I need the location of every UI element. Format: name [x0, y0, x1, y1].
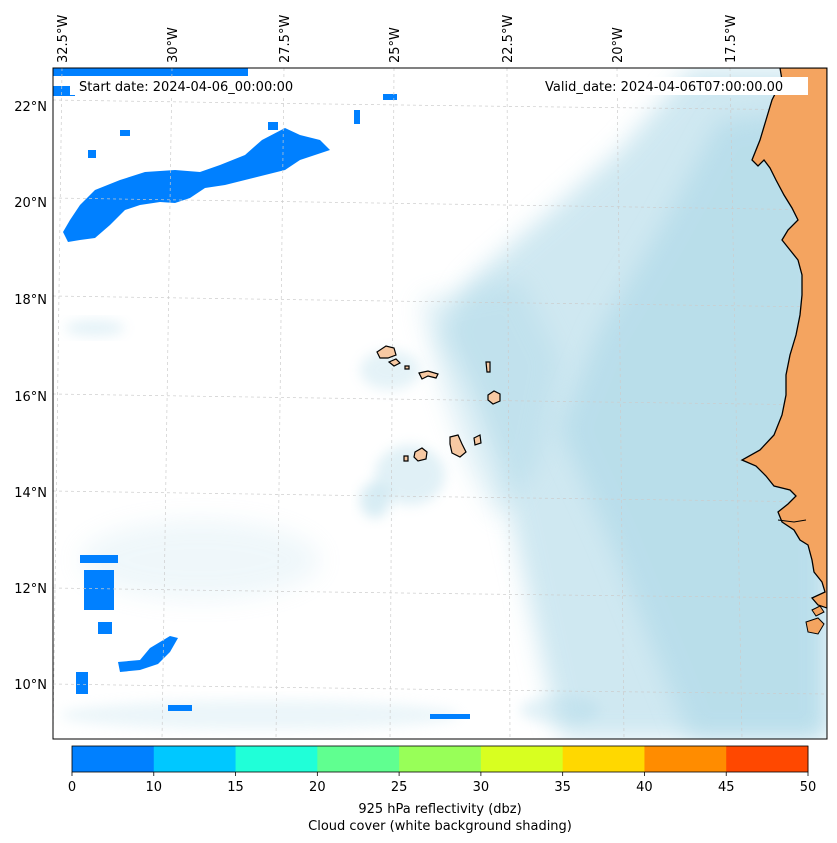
- colorbar-tick-label: 35: [554, 780, 571, 795]
- colorbar-tick-label: 45: [718, 780, 735, 795]
- lon-label-17-5w: 17.5°W: [724, 15, 739, 63]
- header-info: Start date: 2024-04-06_00:00:00 Valid_da…: [70, 77, 808, 95]
- lat-label-14n: 14°N: [14, 486, 47, 501]
- map-panel: [52, 67, 828, 740]
- colorbar-label-line2: Cloud cover (white background shading): [308, 819, 572, 834]
- colorbar-tick-label: 20: [309, 780, 326, 795]
- valid-date-text: Valid_date: 2024-04-06T07:00:00.00: [545, 80, 783, 95]
- island-santiago: [449, 434, 467, 458]
- colorbar: 0 10 15 20 25 30 35 40 45 50 925 hPa reflectivity…: [68, 745, 816, 834]
- colorbar-tick-label: 30: [473, 780, 490, 795]
- lat-label-22n: 22°N: [14, 100, 47, 115]
- reflectivity-sw-5: [118, 636, 178, 672]
- africa-coast-islet: [811, 605, 825, 617]
- colorbar-tick-label: 10: [146, 780, 163, 795]
- colorbar-tick-label: 25: [391, 780, 408, 795]
- cloud-cover-shading: [60, 68, 827, 739]
- cloud-patch-south: [60, 700, 460, 730]
- colorbar-tick-label: 40: [636, 780, 653, 795]
- cloud-patch-southwest: [80, 520, 320, 600]
- cloud-patch-south-1: [360, 482, 390, 518]
- reflectivity-sw-4: [76, 672, 88, 694]
- island-boa-vista: [487, 390, 501, 405]
- reflectivity-cell-2: [88, 150, 96, 158]
- island-santo-antao: [376, 345, 397, 359]
- valid-date-box: [538, 77, 808, 95]
- colorbar-border: [71, 745, 809, 773]
- cloud-patch-islands: [375, 445, 445, 505]
- reflectivity-top-left: [53, 68, 248, 76]
- reflectivity-cell-4: [120, 130, 130, 136]
- map-frame-border: [52, 67, 828, 740]
- island-maio: [473, 434, 482, 446]
- lat-label-10n: 10°N: [14, 678, 47, 693]
- lat-label-20n: 20°N: [14, 196, 47, 211]
- colorbar-swatch-2: [235, 746, 318, 772]
- reflectivity-field: [53, 68, 470, 719]
- start-date-box: [70, 77, 315, 95]
- reflectivity-band-north: [63, 128, 330, 242]
- colorbar-swatch-3: [317, 746, 400, 772]
- start-date-text: Start date: 2024-04-06_00:00:00: [79, 80, 293, 95]
- lon-label-25w: 25°W: [388, 27, 403, 63]
- africa-coast-inner-lake: [777, 519, 807, 523]
- cape-verde-islands: [376, 345, 501, 462]
- cloud-patch-north-islands: [360, 350, 420, 390]
- colorbar-swatch-5: [480, 746, 564, 772]
- cloud-band-east-core: [560, 110, 827, 739]
- reflectivity-sw-6: [168, 705, 192, 711]
- island-fogo: [413, 447, 428, 462]
- lon-label-22-5w: 22.5°W: [501, 15, 516, 63]
- lon-label-30w: 30°W: [166, 27, 181, 63]
- island-brava: [403, 455, 409, 462]
- lat-label-18n: 18°N: [14, 293, 47, 308]
- colorbar-swatch-4: [399, 746, 482, 772]
- reflectivity-sw-1: [80, 555, 118, 563]
- colorbar-swatches: [72, 746, 809, 772]
- colorbar-swatch-6: [562, 746, 645, 772]
- colorbar-label-line1: 925 hPa reflectivity (dbz): [358, 802, 521, 817]
- longitude-labels: 32.5°W 30°W 27.5°W 25°W 22.5°W 20°W 17.5…: [56, 15, 739, 63]
- reflectivity-top-left-2: [53, 86, 75, 96]
- colorbar-swatch-1: [153, 746, 237, 772]
- reflectivity-cell-3: [354, 110, 360, 124]
- lon-label-32-5w: 32.5°W: [56, 15, 71, 63]
- island-sao-nicolau: [418, 370, 439, 380]
- lon-label-20w: 20°W: [611, 27, 626, 63]
- lon-label-27-5w: 27.5°W: [278, 15, 293, 63]
- graticule: [53, 68, 827, 739]
- island-santa-luzia: [404, 365, 410, 370]
- colorbar-swatch-0: [72, 746, 155, 772]
- island-sal: [485, 361, 491, 373]
- africa-coast-islands-south: [805, 617, 825, 635]
- lat-label-12n: 12°N: [14, 582, 47, 597]
- africa-landmass: [740, 68, 827, 609]
- reflectivity-sw-2: [84, 570, 114, 610]
- island-sao-vicente: [387, 358, 402, 367]
- lat-label-16n: 16°N: [14, 390, 47, 405]
- colorbar-swatch-8: [726, 746, 809, 772]
- reflectivity-sw-3: [98, 622, 112, 634]
- reflectivity-cell-1: [268, 122, 278, 130]
- colorbar-swatch-7: [644, 746, 727, 772]
- cloud-patch-south-east: [520, 696, 600, 724]
- colorbar-tick-label: 50: [800, 780, 817, 795]
- latitude-labels: 22°N 20°N 18°N 16°N 14°N 12°N 10°N: [14, 100, 47, 693]
- colorbar-ticks: 0 10 15 20 25 30 35 40 45 50: [68, 772, 816, 795]
- reflectivity-top-strip: [383, 94, 397, 100]
- cloud-patch-west: [65, 320, 125, 336]
- colorbar-tick-label: 15: [227, 780, 244, 795]
- colorbar-tick-label: 0: [68, 780, 76, 795]
- reflectivity-s-1: [430, 714, 470, 719]
